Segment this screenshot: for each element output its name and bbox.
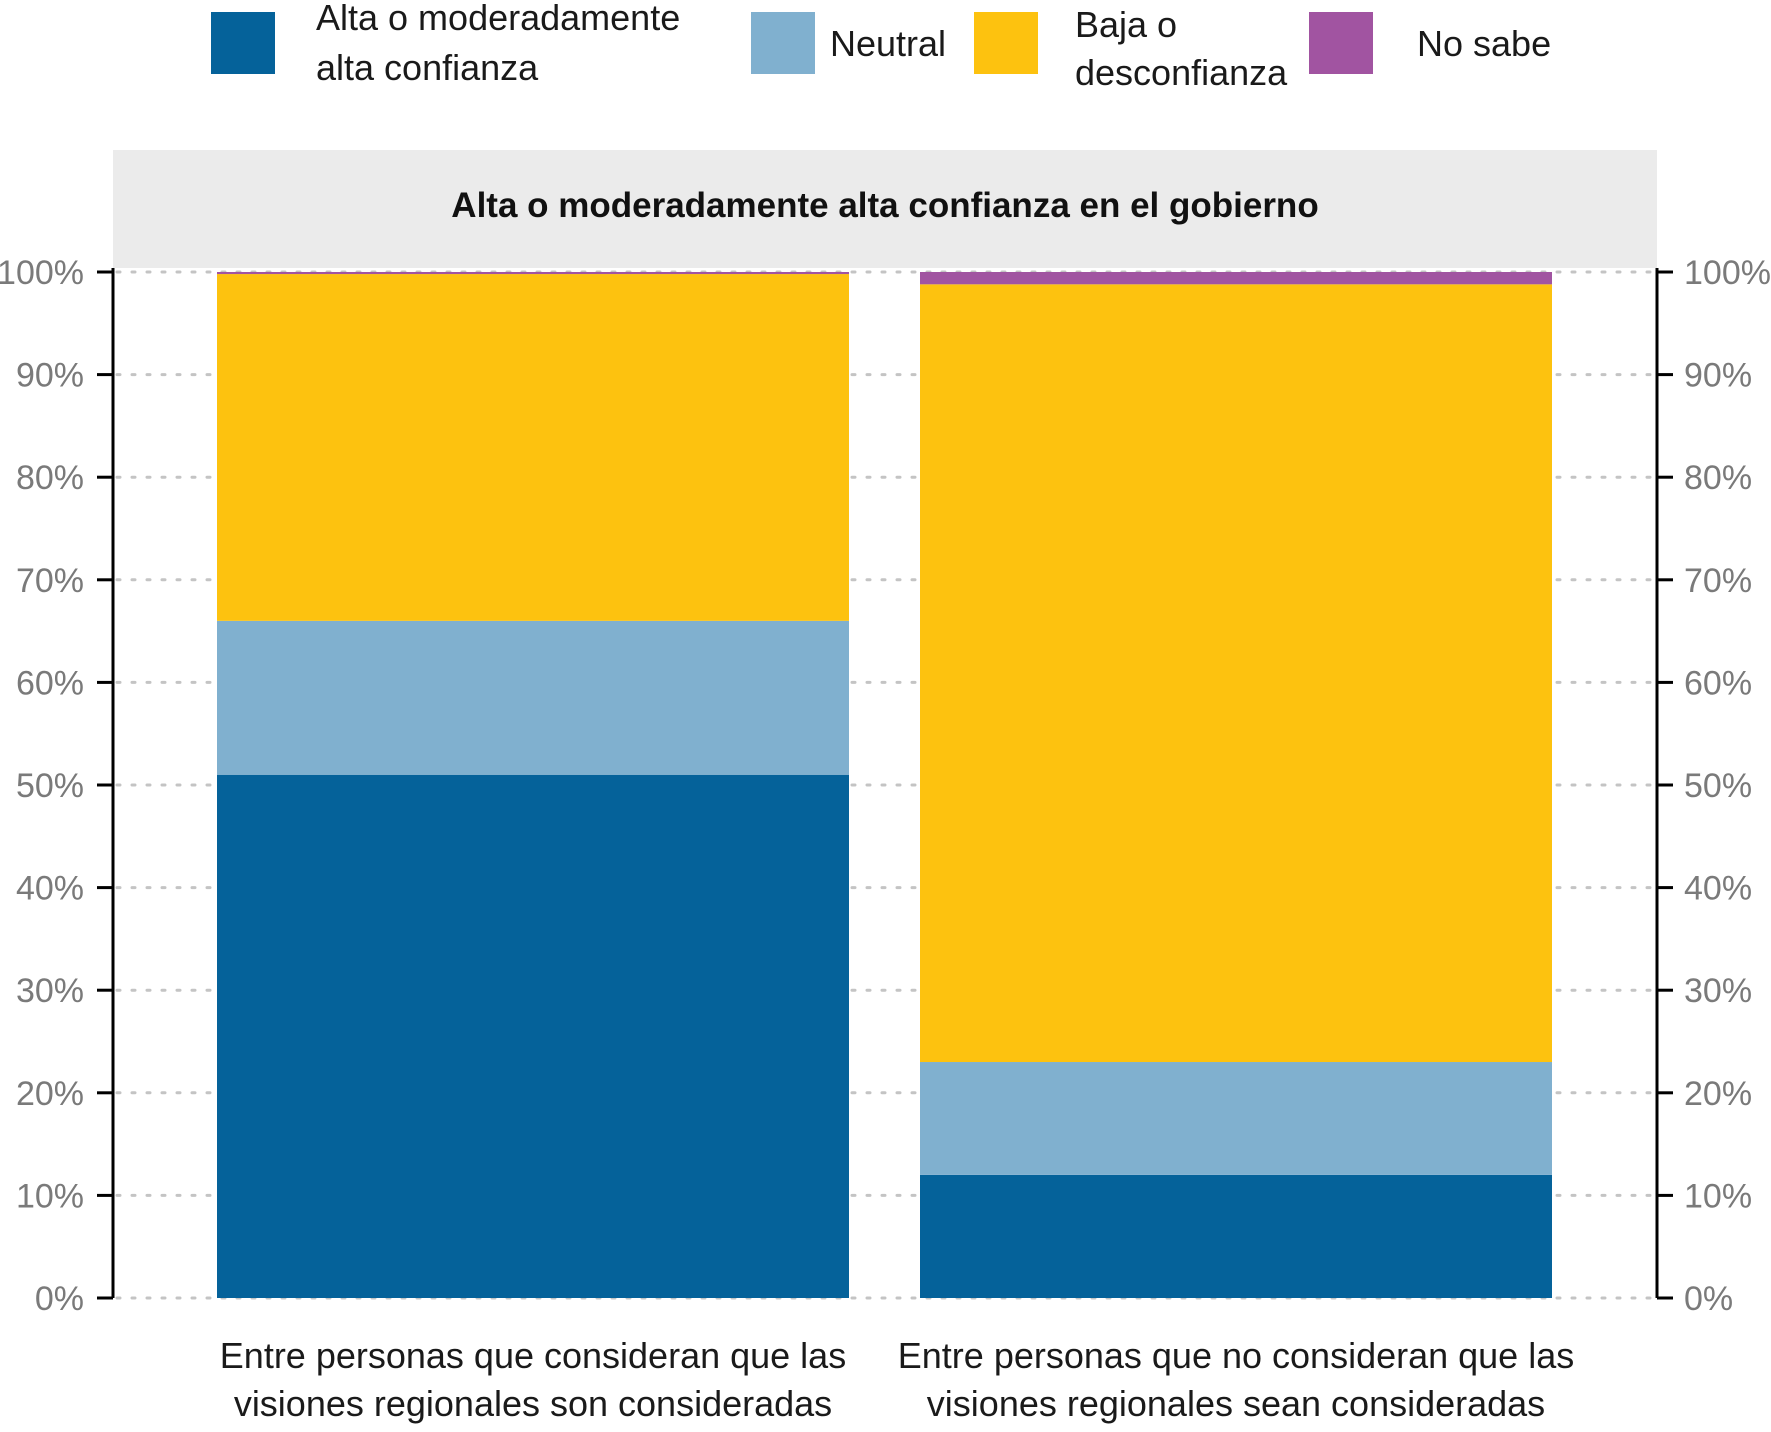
legend-label: Neutral	[830, 23, 946, 64]
y-tick-label-left: 40%	[16, 870, 84, 908]
y-tick-label-right: 80%	[1684, 459, 1752, 497]
legend-label: Alta o moderadamente alta confianza	[316, 0, 680, 88]
panel-title: Alta o moderadamente alta confianza en e…	[451, 186, 1318, 225]
bar-segment	[217, 774, 849, 1298]
y-tick-label-left: 30%	[16, 972, 84, 1010]
category-label: Entre personas que no consideran que las…	[898, 1335, 1574, 1424]
legend-swatch	[751, 12, 815, 74]
y-tick-label-left: 70%	[16, 562, 84, 600]
y-tick-label-right: 0%	[1684, 1280, 1733, 1318]
y-tick-label-left: 80%	[16, 459, 84, 497]
legend-item: Neutral	[751, 12, 946, 74]
y-tick-label-right: 10%	[1684, 1177, 1752, 1215]
legend-swatch	[974, 12, 1038, 74]
category-labels: Entre personas que consideran que las vis…	[220, 1335, 1574, 1424]
y-tick-label-right: 100%	[1684, 254, 1771, 292]
y-tick-label-right: 60%	[1684, 664, 1752, 702]
y-tick-label-right: 70%	[1684, 562, 1752, 600]
bars	[217, 272, 1552, 1298]
category-label: Entre personas que consideran que las vis…	[220, 1335, 846, 1424]
y-tick-label-left: 10%	[16, 1177, 84, 1215]
y-tick-label-left: 0%	[35, 1280, 84, 1318]
legend: Alta o moderadamente alta confianza Neutra…	[211, 0, 1551, 93]
y-tick-label-left: 90%	[16, 357, 84, 395]
legend-label: No sabe	[1417, 23, 1551, 64]
bar-segment	[920, 272, 1552, 285]
axes: 0% 0% 10% 10% 20% 20% 30% 30% 40% 40% 50% 50% 60% 60%…	[0, 254, 1771, 1318]
y-tick-label-left: 60%	[16, 664, 84, 702]
legend-swatch	[1309, 12, 1373, 74]
legend-item: Alta o moderadamente alta confianza	[211, 0, 680, 88]
bar-segment	[217, 272, 849, 275]
y-tick-label-right: 40%	[1684, 870, 1752, 908]
y-tick-label-right: 90%	[1684, 357, 1752, 395]
legend-swatch	[211, 12, 275, 74]
y-tick-label-left: 100%	[0, 254, 84, 292]
y-tick-label-right: 50%	[1684, 767, 1752, 805]
bar-segment	[920, 284, 1552, 1063]
legend-item: No sabe	[1309, 12, 1551, 74]
panel-header	[113, 150, 1657, 268]
bar-segment	[920, 1174, 1552, 1298]
panel: Alta o moderadamente alta confianza en e…	[113, 150, 1657, 268]
bar-segment	[920, 1062, 1552, 1175]
y-tick-label-left: 50%	[16, 767, 84, 805]
y-tick-label-right: 20%	[1684, 1075, 1752, 1113]
legend-item: Baja o desconfianza	[974, 4, 1288, 93]
bar-segment	[217, 620, 849, 775]
bar-segment	[217, 274, 849, 621]
y-tick-label-left: 20%	[16, 1075, 84, 1113]
y-tick-label-right: 30%	[1684, 972, 1752, 1010]
legend-label: Baja o desconfianza	[1075, 4, 1288, 93]
